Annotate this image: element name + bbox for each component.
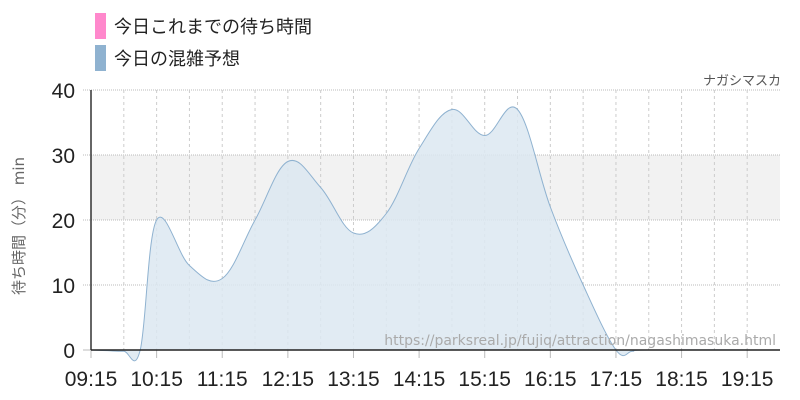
y-tick-label: 30 <box>52 145 75 168</box>
legend-swatch-pink <box>95 13 106 39</box>
x-tick-label: 13:15 <box>327 368 380 391</box>
x-tick-label: 17:15 <box>590 368 643 391</box>
x-tick-label: 09:15 <box>65 368 118 391</box>
legend-item-actual: 今日これまでの待ち時間 <box>95 13 312 39</box>
legend-label: 今日これまでの待ち時間 <box>114 17 312 38</box>
watermark-url: https://parksreal.jp/fujiq/attraction/na… <box>384 333 776 349</box>
x-tick-label: 19:15 <box>721 368 774 391</box>
x-tick-label: 18:15 <box>655 368 708 391</box>
y-tick-label: 0 <box>63 340 75 363</box>
x-tick-label: 10:15 <box>130 368 183 391</box>
attraction-name: ナガシマスカ <box>702 74 781 89</box>
forecast-area <box>91 106 780 361</box>
x-tick-label: 16:15 <box>524 368 577 391</box>
y-tick-label: 20 <box>52 210 75 233</box>
x-tick-label: 15:15 <box>458 368 511 391</box>
legend-swatch-blue <box>95 45 106 71</box>
legend-item-forecast: 今日の混雑予想 <box>95 45 240 71</box>
y-tick-label: 10 <box>52 275 75 298</box>
legend-label: 今日の混雑予想 <box>114 49 240 70</box>
x-tick-label: 14:15 <box>393 368 446 391</box>
forecast-line <box>90 106 781 362</box>
y-tick-label: 40 <box>52 80 75 103</box>
x-tick-label: 11:15 <box>197 368 248 391</box>
x-tick-label: 12:15 <box>262 368 315 391</box>
